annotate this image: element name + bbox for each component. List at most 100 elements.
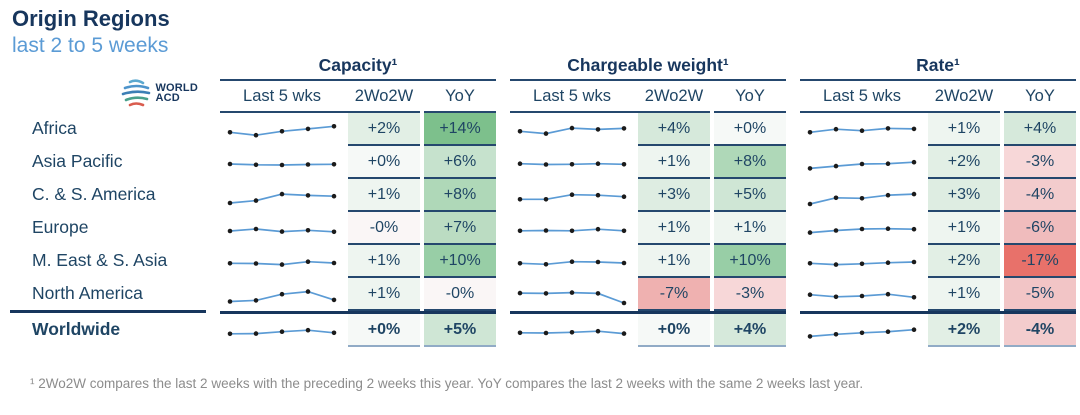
capacity-subheader: Last 5 wks 2Wo2W YoY	[220, 81, 496, 113]
chargeable-last5wks-cell-asia-pacific	[510, 146, 634, 179]
sparkline-chart	[807, 225, 917, 235]
sparkline-chart	[227, 327, 337, 336]
sparkline-point	[859, 330, 865, 335]
rate-last5wks-cell-c-s-america	[800, 179, 924, 212]
capacity-row-north-america: +1% -0%	[220, 278, 496, 311]
sparkline-point	[807, 291, 813, 297]
sparkline-point	[621, 330, 627, 336]
rate-last5wks-cell-north-america	[800, 278, 924, 311]
sparkline-chart	[227, 288, 337, 304]
sparkline-point	[331, 330, 337, 335]
sparkline-point	[911, 259, 917, 264]
sparkline-point	[517, 290, 523, 295]
sparkline-chart	[517, 289, 627, 305]
region-label-europe: Europe	[32, 217, 89, 237]
sparkline-chart	[517, 328, 627, 336]
chargeable-yoy-cell-europe: +1%	[714, 212, 786, 245]
sparkline-point	[279, 191, 285, 196]
sparkline-chart	[807, 291, 917, 300]
sparkline-point	[807, 333, 813, 339]
chargeable-last5wks-cell-m-east-s-asia	[510, 245, 634, 278]
chargeable-last5wks-cell-north-america	[510, 278, 634, 311]
sparkline-point	[543, 330, 549, 335]
sparkline-point	[833, 331, 839, 337]
capacity-yoy-cell-asia-pacific: +6%	[424, 146, 496, 179]
sparkline-point	[331, 260, 337, 265]
sparkline-point	[859, 261, 865, 266]
rate-rows: +1% +4% +2% -3% +3% -4% +1% -6% +2% -17% +1% -5% +2%…	[800, 113, 1076, 347]
sparkline-point	[833, 163, 839, 168]
chargeable-row-worldwide: +0% +4%	[510, 311, 786, 347]
sparkline-point	[253, 132, 259, 137]
sparkline-point	[253, 330, 259, 336]
chargeable-2wo2w-cell-m-east-s-asia: +1%	[638, 245, 710, 278]
chargeable-last5wks-cell-worldwide	[510, 314, 634, 347]
rate-row-c-s-america: +3% -4%	[800, 179, 1076, 212]
sparkline-point	[305, 288, 311, 294]
sparkline-point	[621, 193, 627, 199]
chargeable-row-m-east-s-asia: +1% +10%	[510, 245, 786, 278]
sparkline-chart	[517, 160, 627, 167]
sparkline-point	[517, 228, 523, 233]
sparkline-point	[885, 125, 891, 131]
capacity-row-c-s-america: +1% +8%	[220, 179, 496, 212]
capacity-yoy-cell-c-s-america: +8%	[424, 179, 496, 212]
chargeable-last5wks-cell-europe	[510, 212, 634, 245]
region-labels: Africa Asia Pacific C. & S. America Europe M…	[10, 112, 206, 346]
sparkline-point	[911, 159, 917, 164]
sparkline-point	[621, 228, 627, 233]
sparkline-point	[911, 294, 917, 300]
chargeable-weight-header: Chargeable weight¹	[510, 46, 786, 81]
rate-row-europe: +1% -6%	[800, 212, 1076, 245]
sparkline-point	[621, 161, 627, 167]
chargeable-2wo2w-cell-worldwide: +0%	[638, 314, 710, 347]
sparkline-point	[911, 226, 917, 231]
chargeable-yoy-header: YoY	[714, 81, 786, 113]
chargeable-yoy-cell-worldwide: +4%	[714, 314, 786, 347]
sparkline-point	[569, 161, 575, 167]
capacity-last5wks-cell-m-east-s-asia	[220, 245, 344, 278]
region-label-north-america: North America	[32, 283, 143, 303]
sparkline-point	[517, 160, 523, 166]
rate-row-africa: +1% +4%	[800, 113, 1076, 146]
sparkline-point	[833, 195, 839, 200]
sparkline-point	[595, 192, 601, 197]
sparkline-point	[305, 192, 311, 198]
chargeable-last5wks-header: Last 5 wks	[533, 86, 611, 105]
sparkline-point	[595, 226, 601, 231]
rate-yoy-cell-africa: +4%	[1004, 113, 1076, 146]
chargeable-row-europe: +1% +1%	[510, 212, 786, 245]
sparkline-point	[833, 126, 839, 131]
rate-2wo2w-cell-c-s-america: +3%	[928, 179, 1000, 212]
sparkline-point	[227, 129, 233, 135]
sparkline-point	[569, 125, 575, 130]
capacity-group: Capacity¹ Last 5 wks 2Wo2W YoY +2% +14% +0…	[220, 46, 496, 347]
region-label-column: WORLD ACD Africa Asia Pacific C. & S. Amer…	[10, 46, 206, 347]
chargeable-row-asia-pacific: +1% +8%	[510, 146, 786, 179]
sparkline-point	[253, 260, 259, 266]
rate-last5wks-header: Last 5 wks	[823, 86, 901, 105]
chargeable-weight-rows: +4% +0% +1% +8% +3% +5% +1% +1% +1% +10% -7% -3% +0%…	[510, 113, 786, 347]
sparkline-point	[859, 127, 865, 133]
sparkline-chart	[227, 123, 337, 137]
sparkline-point	[859, 195, 865, 201]
sparkline-point	[885, 328, 891, 334]
world-acd-globe-icon	[122, 79, 151, 107]
rate-row-north-america: +1% -5%	[800, 278, 1076, 311]
sparkline-point	[543, 227, 549, 233]
sparkline-point	[885, 160, 891, 166]
sparkline-chart	[227, 161, 337, 167]
label-column-header: WORLD ACD	[10, 46, 206, 112]
rate-yoy-cell-c-s-america: -4%	[1004, 179, 1076, 212]
capacity-last5wks-cell-europe	[220, 212, 344, 245]
origin-regions-table: WORLD ACD Africa Asia Pacific C. & S. Amer…	[10, 46, 1076, 347]
sparkline-point	[621, 125, 627, 131]
sparkline-point	[331, 123, 337, 129]
sparkline-point	[859, 226, 865, 231]
capacity-yoy-cell-africa: +14%	[424, 113, 496, 146]
capacity-row-asia-pacific: +0% +6%	[220, 146, 496, 179]
page-title: Origin Regions	[12, 6, 170, 31]
sparkline-point	[621, 300, 627, 305]
rate-2wo2w-cell-north-america: +1%	[928, 278, 1000, 311]
sparkline-point	[621, 260, 627, 265]
